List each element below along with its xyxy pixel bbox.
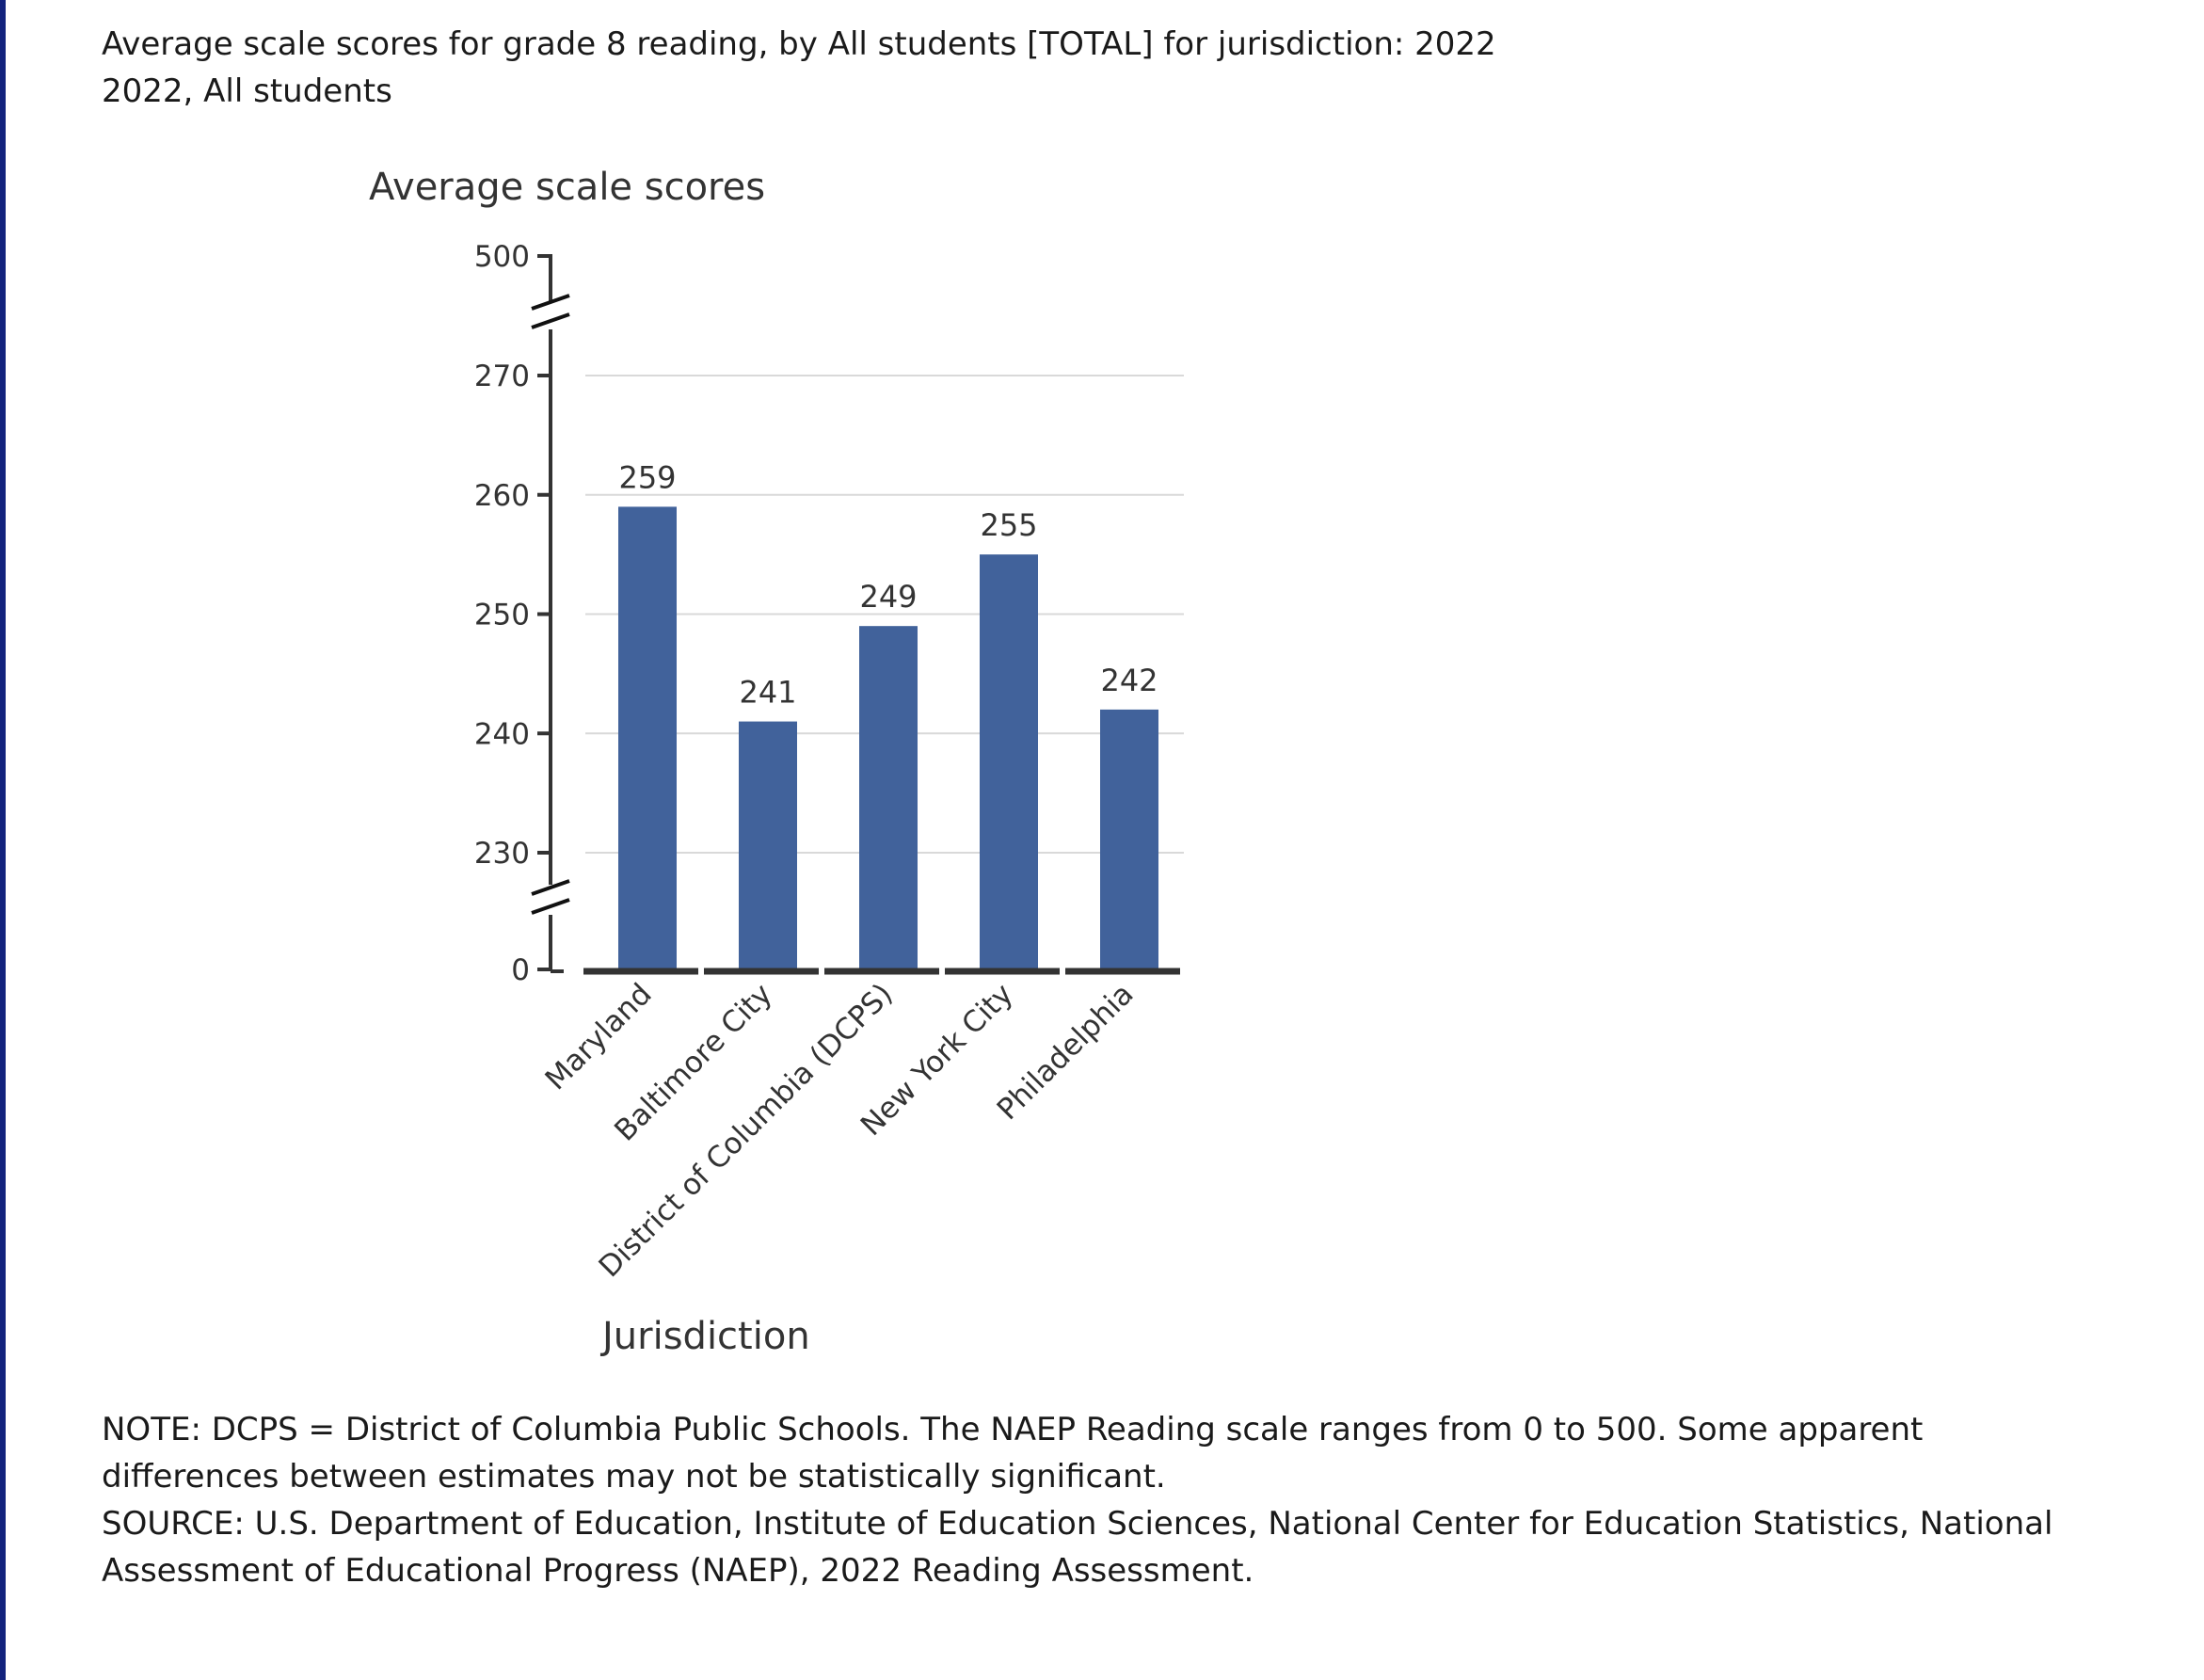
data-label-4: 242 — [1100, 663, 1158, 698]
bar-1 — [739, 721, 797, 969]
page-left-rule — [0, 0, 6, 1680]
bar-3 — [980, 554, 1038, 969]
data-label-2: 249 — [859, 579, 917, 615]
axis-break-lower-b — [531, 898, 570, 915]
ytick-270-label: 270 — [474, 360, 530, 393]
bar-2 — [859, 626, 918, 969]
ytick-250-label: 250 — [474, 599, 530, 632]
ytick-0-label: 0 — [511, 953, 530, 987]
bar-chart: Average scale scores 500 230 240 250 260 270 0 2… — [369, 166, 1184, 1358]
bars — [618, 506, 1158, 969]
data-label-0: 259 — [618, 459, 676, 495]
note-text: NOTE: DCPS = District of Columbia Public… — [102, 1411, 1924, 1496]
axis-break-lower-a — [531, 879, 570, 896]
data-label-3: 255 — [980, 507, 1037, 543]
bar-4 — [1100, 709, 1158, 969]
bar-0 — [618, 506, 677, 969]
chart-notes: NOTE: DCPS = District of Columbia Public… — [102, 1406, 2078, 1594]
y-axis-title: Average scale scores — [369, 166, 765, 209]
ytick-230-label: 230 — [474, 837, 530, 871]
chart-subtitle: 2022, All students — [102, 72, 392, 110]
category-label-0: Maryland — [539, 977, 659, 1096]
data-label-1: 241 — [739, 675, 796, 711]
axis-break-upper-a — [531, 294, 570, 311]
ytick-260-label: 260 — [474, 479, 530, 513]
chart-header: Average scale scores for grade 8 reading… — [102, 21, 1496, 115]
ytick-240-label: 240 — [474, 717, 530, 751]
ytick-500-label: 500 — [474, 240, 530, 274]
chart-title: Average scale scores for grade 8 reading… — [102, 25, 1496, 63]
axis-break-upper-b — [531, 312, 570, 329]
x-axis-title: Jurisdiction — [599, 1315, 810, 1358]
axes — [531, 254, 1180, 975]
source-text: SOURCE: U.S. Department of Education, In… — [102, 1505, 2053, 1590]
